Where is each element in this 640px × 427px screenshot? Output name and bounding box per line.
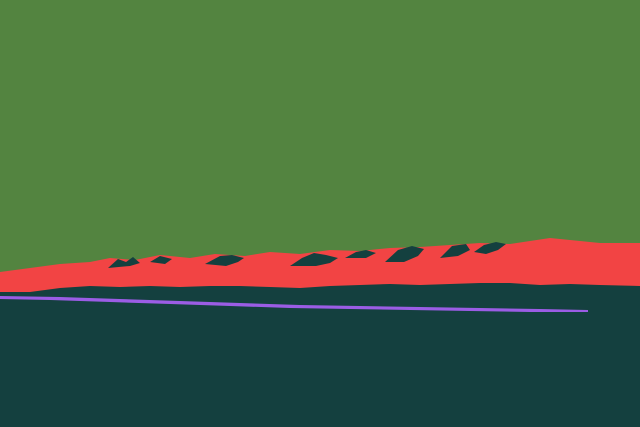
ridge-shadows: [0, 242, 640, 295]
ground: [0, 293, 640, 427]
water-line: [0, 296, 588, 312]
